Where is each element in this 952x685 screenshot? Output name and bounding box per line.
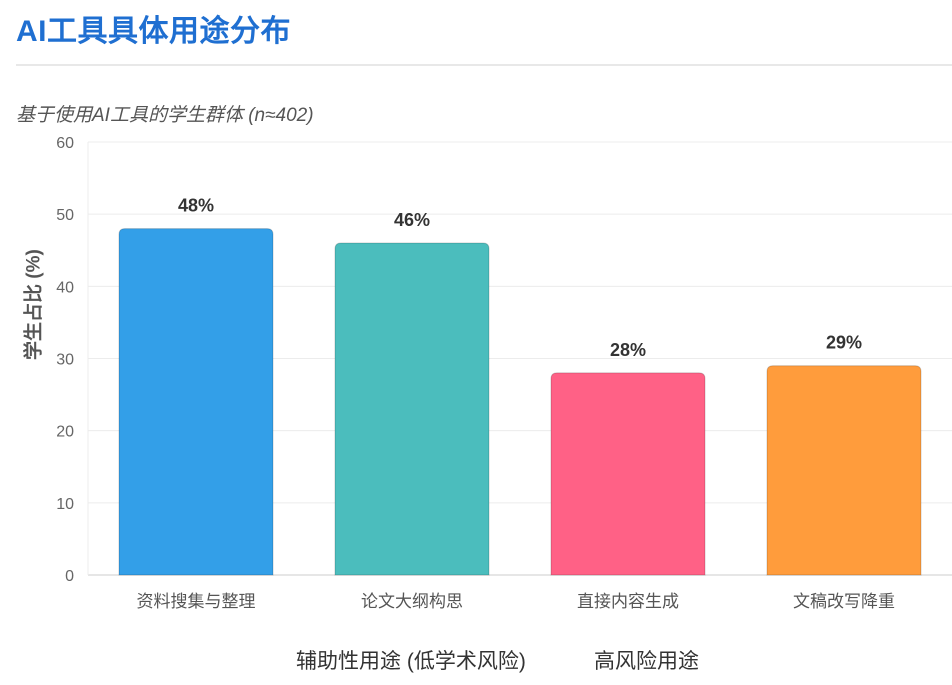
data-label: 28% bbox=[610, 340, 646, 360]
data-label: 48% bbox=[178, 196, 214, 216]
x-tick-label: 资料搜集与整理 bbox=[137, 592, 256, 612]
group-label-assistive: 辅助性用途 (低学术风险) bbox=[296, 650, 526, 673]
y-tick-label: 0 bbox=[65, 568, 74, 585]
group-label-high-risk: 高风险用途 bbox=[594, 650, 699, 673]
y-tick-label: 50 bbox=[56, 207, 74, 224]
bar bbox=[550, 372, 706, 576]
y-tick-label: 30 bbox=[56, 352, 74, 369]
y-tick-label: 10 bbox=[56, 496, 74, 513]
y-tick-label: 40 bbox=[56, 279, 74, 296]
bars bbox=[118, 228, 922, 576]
x-tick-label: 文稿改写降重 bbox=[793, 592, 895, 612]
bar bbox=[118, 228, 274, 576]
chart-subtitle: 基于使用AI工具的学生群体 (n≈402) bbox=[16, 105, 314, 126]
y-axis-ticks: 0 10 20 30 40 50 60 bbox=[56, 135, 74, 585]
data-labels: 48% 46% 28% 29% bbox=[178, 196, 862, 360]
y-tick-label: 60 bbox=[56, 135, 74, 152]
title-divider bbox=[16, 64, 952, 66]
y-axis-label: 学生占比 (%) bbox=[23, 249, 45, 360]
x-axis-ticks: 资料搜集与整理 论文大纲构思 直接内容生成 文稿改写降重 bbox=[137, 592, 896, 612]
data-label: 29% bbox=[826, 333, 862, 353]
bar bbox=[334, 242, 490, 576]
bar-chart: 0 10 20 30 40 50 60 48% 46% 28% 29% 资料搜集与整理 论文大纲构思… bbox=[56, 135, 952, 612]
page-title: AI工具具体用途分布 bbox=[16, 15, 291, 48]
y-tick-label: 20 bbox=[56, 424, 74, 441]
bar bbox=[766, 365, 922, 576]
x-tick-label: 直接内容生成 bbox=[577, 592, 679, 612]
data-label: 46% bbox=[394, 210, 430, 230]
x-tick-label: 论文大纲构思 bbox=[361, 592, 463, 612]
